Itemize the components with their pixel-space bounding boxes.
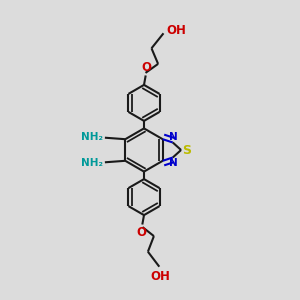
Text: S: S: [183, 143, 192, 157]
Text: N: N: [169, 158, 178, 168]
Text: OH: OH: [166, 24, 186, 38]
Text: O: O: [136, 226, 147, 239]
Text: O: O: [141, 61, 152, 74]
Text: N: N: [169, 132, 178, 142]
Text: NH₂: NH₂: [81, 158, 103, 168]
Text: OH: OH: [151, 270, 171, 283]
Text: NH₂: NH₂: [81, 132, 103, 142]
